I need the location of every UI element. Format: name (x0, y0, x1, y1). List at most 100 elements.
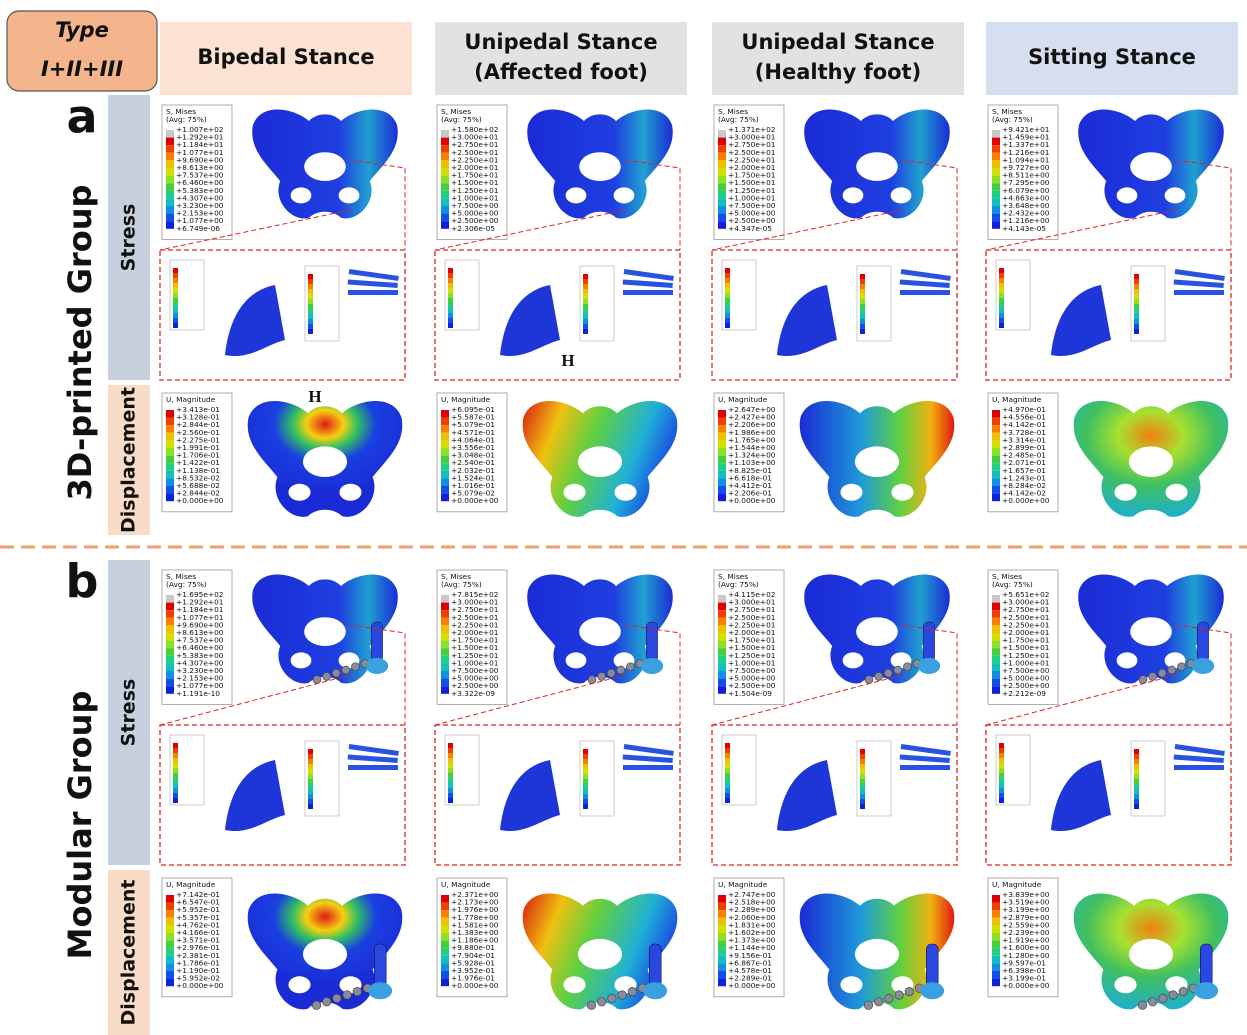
legend-swatch (441, 910, 449, 918)
obturator (288, 484, 310, 501)
legend-swatch (441, 221, 449, 229)
legend-value: +4.347e-05 (728, 224, 772, 233)
mini-swatch (308, 789, 313, 794)
plate-link (608, 994, 617, 1003)
legend-title: U, Magnitude (166, 880, 216, 889)
mini-swatch (1134, 774, 1139, 779)
mini-swatch (173, 788, 178, 793)
mini-swatch (860, 749, 865, 754)
screw (348, 754, 398, 762)
legend-subtitle: (Avg: 75%) (441, 115, 482, 124)
screw (1175, 744, 1225, 756)
legend-swatch (718, 963, 726, 971)
legend-swatch (166, 145, 174, 153)
mini-swatch (448, 313, 453, 318)
mini-swatch (308, 309, 313, 314)
mini-swatch (999, 288, 1004, 293)
legend-swatch (441, 686, 449, 694)
mini-swatch (448, 743, 453, 748)
legend-swatch (166, 183, 174, 191)
screw (901, 744, 951, 756)
legend-subtitle: (Avg: 75%) (992, 115, 1033, 124)
mini-swatch (725, 268, 730, 273)
legend-swatch (992, 895, 1000, 903)
prosthesis (923, 622, 934, 662)
implant-part (500, 285, 560, 356)
pelvic-inlet (1130, 617, 1172, 646)
mini-swatch (999, 743, 1004, 748)
mini-swatch (860, 299, 865, 304)
legend-swatch (718, 903, 726, 911)
mini-swatch (1134, 279, 1139, 284)
legend-swatch (441, 138, 449, 146)
legend-swatch (441, 633, 449, 641)
legend-swatch (166, 686, 174, 694)
plate-link (903, 663, 911, 671)
pelvic-inlet (578, 939, 622, 970)
legend-swatch (166, 610, 174, 618)
legend-value: +2.306e-05 (451, 224, 495, 233)
prosthesis (374, 944, 386, 987)
mini-swatch (308, 304, 313, 309)
legend-swatch (441, 933, 449, 941)
mini-swatch (999, 313, 1004, 318)
legend-swatch (992, 433, 1000, 441)
row-label: Stress (118, 204, 140, 272)
mini-swatch (308, 314, 313, 319)
legend-title: U, Magnitude (441, 395, 491, 404)
legend-swatch (441, 595, 449, 603)
screw (623, 279, 673, 287)
pelvis-model (248, 401, 403, 517)
mini-swatch (725, 323, 730, 328)
legend-swatch (992, 971, 1000, 979)
legend-swatch (718, 206, 726, 214)
mini-swatch (308, 279, 313, 284)
screw (348, 765, 398, 770)
pelvic-inlet (855, 939, 899, 970)
mini-swatch (583, 749, 588, 754)
pelvic-inlet (1129, 446, 1173, 477)
prosthesis (926, 944, 938, 987)
mini-swatch (448, 778, 453, 783)
screw (623, 290, 673, 295)
legend-swatch (166, 463, 174, 471)
obturator (840, 484, 862, 501)
mini-swatch (999, 758, 1004, 763)
legend-swatch (718, 168, 726, 176)
obturator (291, 187, 312, 203)
cup (643, 982, 667, 999)
mini-swatch (173, 323, 178, 328)
legend-swatch (166, 671, 174, 679)
mini-swatch (583, 799, 588, 804)
pelvic-inlet (303, 446, 347, 477)
mini-swatch (725, 318, 730, 323)
legend-swatch (992, 648, 1000, 656)
legend-swatch (166, 425, 174, 433)
mini-swatch (448, 293, 453, 298)
legend-swatch (441, 671, 449, 679)
mini-swatch (173, 273, 178, 278)
mini-swatch (448, 763, 453, 768)
mini-swatch (308, 284, 313, 289)
legend-swatch (992, 925, 1000, 933)
screw (1174, 290, 1224, 295)
plate-link (894, 666, 902, 674)
legend-swatch (441, 130, 449, 138)
row-label: Displacement (118, 880, 140, 1026)
legend-title: U, Magnitude (718, 880, 768, 889)
legend-swatch (166, 221, 174, 229)
mini-swatch (860, 294, 865, 299)
legend-swatch (992, 221, 1000, 229)
pelvic-inlet (856, 617, 898, 646)
mini-swatch (448, 283, 453, 288)
legend-swatch (166, 679, 174, 687)
legend-swatch (718, 641, 726, 649)
legend-value: +0.000e+00 (451, 496, 499, 505)
legend-swatch (166, 433, 174, 441)
legend-swatch (718, 971, 726, 979)
mini-swatch (448, 288, 453, 293)
legend-swatch (441, 486, 449, 494)
legend-swatch (718, 686, 726, 694)
row-label: Displacement (118, 387, 140, 533)
legend-swatch (718, 448, 726, 456)
